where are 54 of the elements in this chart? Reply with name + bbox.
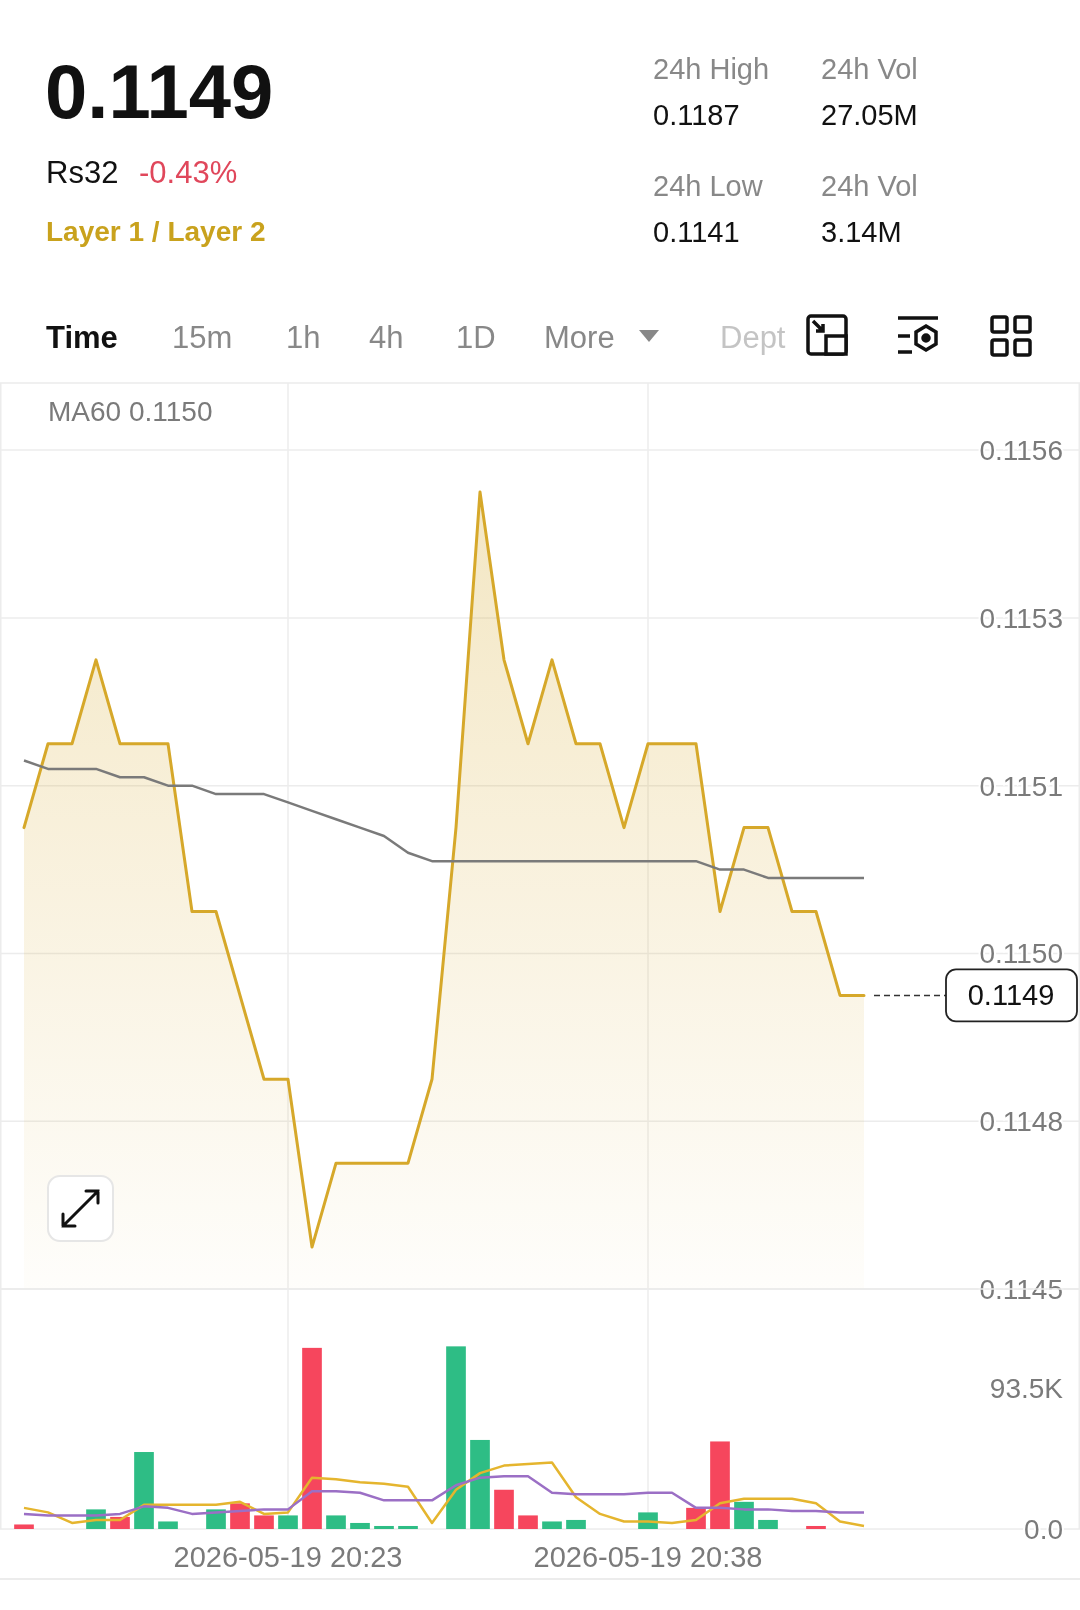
text: Dept: [720, 320, 786, 355]
text: Layer 1 / Layer 2: [46, 216, 266, 247]
text: 24h Vol: [821, 53, 918, 85]
bar: [446, 1346, 466, 1529]
bar: [278, 1515, 298, 1529]
text: 0.1141: [653, 216, 740, 248]
bar: [254, 1515, 274, 1529]
bar: [374, 1525, 394, 1529]
text: 27.05M: [821, 99, 918, 131]
bar: [758, 1519, 778, 1529]
x-tick-label: 2026-05-19 20:38: [533, 1541, 763, 1573]
bar: [302, 1347, 322, 1529]
line-series: [22, 759, 866, 880]
bar: [734, 1501, 754, 1529]
y-tick-label: 0.1156: [979, 435, 1063, 467]
y-tick-label: 0.1148: [979, 1106, 1063, 1138]
bar: [326, 1515, 346, 1529]
text: 15m: [172, 320, 233, 355]
text: 24h Vol: [821, 170, 918, 202]
text: 0.1187: [653, 99, 740, 131]
y-tick-label: 0.1150: [979, 938, 1063, 970]
line-series: [22, 1461, 866, 1528]
bar: [14, 1524, 34, 1529]
text: 3.14M: [821, 216, 902, 248]
text: MA60 0.1150: [48, 396, 213, 427]
bar: [398, 1525, 418, 1529]
line-series: [22, 1474, 866, 1517]
y-tick-label: 0.0: [1024, 1514, 1063, 1545]
text: 1h: [286, 320, 321, 355]
bar: [806, 1525, 826, 1529]
bar: [134, 1452, 154, 1529]
text: Time: [46, 320, 118, 355]
bar: [470, 1439, 490, 1529]
x-tick-label: 2026-05-19 20:23: [173, 1541, 403, 1573]
bar: [350, 1522, 370, 1529]
text: 0.1149: [45, 49, 274, 134]
text: More: [544, 320, 615, 355]
ref-line-label: 0.1149: [967, 979, 1055, 1012]
bar: [566, 1519, 586, 1529]
bar: [518, 1515, 538, 1529]
text: 24h Low: [653, 170, 764, 202]
text: 4h: [369, 320, 404, 355]
y-tick-label: 0.1145: [979, 1274, 1063, 1305]
bar: [542, 1521, 562, 1529]
text: Rs32: [46, 155, 119, 190]
bar: [494, 1489, 514, 1529]
y-tick-label: 93.5K: [989, 1372, 1064, 1404]
bar: [158, 1521, 178, 1529]
y-tick-label: 0.1151: [979, 770, 1063, 802]
text: -0.43%: [139, 155, 238, 190]
text: 1D: [456, 320, 496, 355]
text: 24h High: [653, 53, 770, 85]
bar: [710, 1441, 730, 1529]
y-tick-label: 0.1153: [979, 602, 1063, 634]
